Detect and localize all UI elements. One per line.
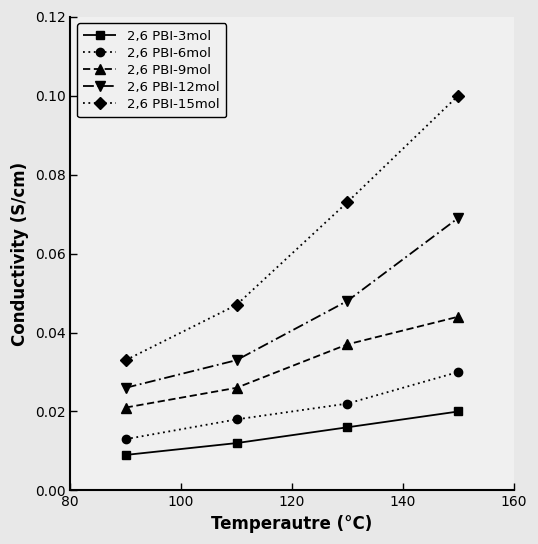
2,6 PBI-15mol xyxy=(123,357,129,363)
2,6 PBI-3mol xyxy=(123,452,129,458)
2,6 PBI-15mol xyxy=(344,199,351,206)
2,6 PBI-9mol xyxy=(123,404,129,411)
Line: 2,6 PBI-9mol: 2,6 PBI-9mol xyxy=(121,312,463,412)
2,6 PBI-3mol xyxy=(233,440,240,446)
2,6 PBI-12mol xyxy=(455,215,462,221)
Line: 2,6 PBI-15mol: 2,6 PBI-15mol xyxy=(122,91,462,364)
Line: 2,6 PBI-6mol: 2,6 PBI-6mol xyxy=(122,368,462,443)
2,6 PBI-6mol xyxy=(344,400,351,407)
2,6 PBI-6mol xyxy=(455,369,462,375)
2,6 PBI-3mol xyxy=(455,408,462,415)
2,6 PBI-12mol xyxy=(123,385,129,391)
2,6 PBI-6mol xyxy=(123,436,129,442)
2,6 PBI-6mol xyxy=(233,416,240,423)
2,6 PBI-15mol xyxy=(455,92,462,99)
2,6 PBI-9mol xyxy=(233,385,240,391)
2,6 PBI-9mol xyxy=(455,313,462,320)
Y-axis label: Conductivity (S/cm): Conductivity (S/cm) xyxy=(11,162,29,345)
2,6 PBI-12mol xyxy=(233,357,240,363)
2,6 PBI-15mol xyxy=(233,301,240,308)
2,6 PBI-9mol xyxy=(344,341,351,348)
Legend: 2,6 PBI-3mol, 2,6 PBI-6mol, 2,6 PBI-9mol, 2,6 PBI-12mol, 2,6 PBI-15mol: 2,6 PBI-3mol, 2,6 PBI-6mol, 2,6 PBI-9mol… xyxy=(77,23,226,118)
2,6 PBI-12mol xyxy=(344,298,351,304)
X-axis label: Temperautre (°C): Temperautre (°C) xyxy=(211,515,373,533)
Line: 2,6 PBI-3mol: 2,6 PBI-3mol xyxy=(122,407,462,459)
Line: 2,6 PBI-12mol: 2,6 PBI-12mol xyxy=(121,213,463,393)
2,6 PBI-3mol xyxy=(344,424,351,430)
